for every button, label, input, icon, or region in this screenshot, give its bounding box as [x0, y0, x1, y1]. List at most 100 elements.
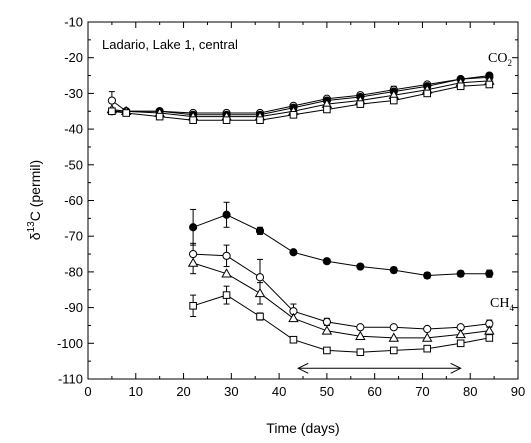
filled-circle-point: [222, 210, 231, 219]
filled-circle-point: [456, 269, 465, 278]
open-square-point: [456, 82, 465, 91]
series-line: [111, 76, 490, 114]
filled-circle-point: [423, 271, 432, 280]
series-co2-open-square-line: [111, 84, 490, 121]
ch4-label: CH4: [490, 296, 514, 313]
open-square-point: [222, 116, 231, 124]
filled-circle-point: [485, 269, 494, 278]
open-triangle-point: [388, 332, 400, 342]
y-tick-label: -110: [58, 372, 83, 387]
series-ch4-filled-circle-markers: [189, 210, 494, 280]
y-tick-label: -50: [64, 157, 83, 172]
open-square-point: [222, 291, 231, 299]
series-ch4-open-square-line: [190, 285, 490, 353]
y-tick-label: -100: [57, 336, 83, 351]
series-line: [111, 75, 490, 116]
series-line: [192, 214, 490, 277]
series-co2-open-triangle-line: [111, 80, 490, 118]
y-tick-label: -30: [64, 86, 83, 101]
open-square-point: [189, 302, 197, 310]
series-ch4-open-triangle-markers: [187, 257, 495, 342]
open-triangle-point: [321, 325, 333, 335]
plot-frame: [87, 21, 519, 380]
x-tick-label: 60: [367, 384, 381, 399]
x-tick-label: 70: [415, 384, 429, 399]
x-tick-label: 0: [84, 384, 91, 399]
open-circle-point: [189, 249, 198, 259]
series-co2-filled-circle-line: [111, 75, 490, 116]
y-tick-label: -20: [64, 50, 83, 65]
filled-circle-point: [389, 266, 398, 275]
open-square-point: [456, 339, 465, 348]
location-annotation: Ladario, Lake 1, central: [102, 37, 238, 52]
y-tick-label: -40: [64, 122, 83, 137]
marker-layer: [106, 71, 495, 357]
open-circle-point: [389, 323, 398, 332]
open-circle-point: [107, 96, 116, 105]
open-triangle-point: [355, 330, 366, 340]
open-circle-point: [322, 317, 331, 326]
open-square-point: [323, 346, 331, 355]
series-co2-open-square-markers: [108, 80, 494, 124]
series-layer: [108, 73, 493, 353]
open-circle-point: [255, 273, 265, 282]
x-tick-label: 50: [320, 384, 334, 399]
range-arrow-head-right: [450, 362, 462, 374]
y-tick-label: -90: [64, 300, 83, 315]
range-arrow-head-left: [297, 362, 309, 374]
series-ch4-open-square-markers: [189, 291, 494, 357]
open-square-point: [155, 112, 164, 121]
open-triangle-point: [187, 257, 199, 267]
open-triangle-point: [484, 325, 495, 335]
filled-circle-point: [189, 223, 198, 232]
filled-circle-point: [356, 262, 365, 271]
series-ch4-open-circle-line: [190, 242, 493, 330]
open-square-point: [256, 312, 264, 321]
series-ch4-open-triangle-line: [190, 251, 490, 339]
open-circle-point: [423, 324, 432, 334]
series-line: [192, 294, 490, 353]
open-triangle-point: [421, 332, 433, 342]
series-ch4-filled-circle-line: [190, 201, 493, 279]
range-arrow: [297, 362, 462, 374]
x-axis-title: Time (days): [266, 420, 339, 436]
x-tick-label: 30: [224, 384, 238, 399]
open-square-point: [256, 116, 264, 124]
open-square-point: [356, 348, 365, 357]
x-tick-label: 40: [272, 384, 286, 399]
filled-circle-point: [322, 257, 331, 266]
open-triangle-point: [254, 287, 266, 298]
series-co2-open-circle-line: [108, 73, 493, 114]
x-tick-label: 80: [463, 384, 477, 399]
open-square-point: [423, 344, 432, 353]
y-tick-label: -10: [64, 15, 83, 30]
series-line: [111, 80, 490, 118]
filled-circle-point: [289, 248, 298, 257]
open-square-point: [289, 335, 298, 344]
open-triangle-point: [455, 328, 466, 339]
open-square-point: [485, 80, 494, 89]
open-square-point: [389, 346, 398, 355]
series-ch4-open-circle-markers: [189, 249, 494, 334]
open-square-point: [356, 100, 365, 108]
co2-label: CO2: [488, 51, 512, 68]
open-triangle-point: [288, 312, 299, 323]
series-line: [193, 253, 490, 330]
open-square-point: [289, 111, 298, 119]
open-square-point: [189, 116, 197, 124]
y-tick-label: -60: [64, 193, 83, 208]
open-square-point: [485, 334, 494, 342]
y-tick-label: -70: [64, 229, 83, 244]
open-circle-point: [222, 251, 231, 260]
y-tick-label: -80: [64, 264, 83, 279]
series-line: [192, 262, 490, 339]
open-square-point: [389, 96, 398, 105]
open-square-point: [323, 105, 331, 114]
series-line: [111, 84, 490, 121]
open-circle-point: [356, 323, 365, 332]
open-square-point: [108, 107, 116, 116]
open-triangle-point: [221, 268, 232, 278]
x-tick-label: 90: [511, 384, 525, 399]
x-tick-label: 20: [176, 384, 190, 399]
